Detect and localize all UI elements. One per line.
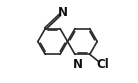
Text: Cl: Cl [97, 58, 110, 71]
Bar [75, 62, 81, 66]
Text: N: N [58, 6, 68, 19]
Text: N: N [73, 58, 83, 71]
Bar [60, 10, 66, 15]
Bar [99, 62, 107, 66]
